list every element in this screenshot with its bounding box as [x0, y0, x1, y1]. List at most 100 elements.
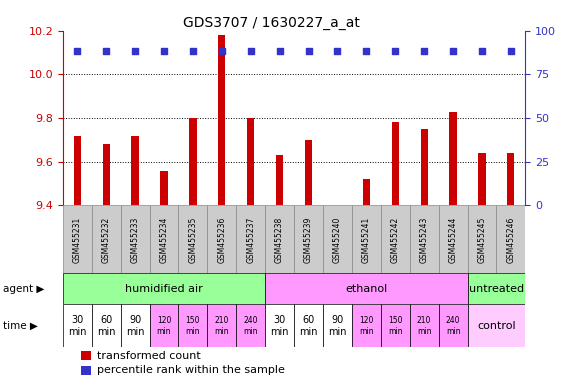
Text: transformed count: transformed count: [98, 351, 201, 361]
Bar: [160, 170, 168, 205]
Point: [477, 48, 486, 55]
Bar: [468, 273, 525, 305]
Bar: [439, 205, 468, 273]
Text: GSM455232: GSM455232: [102, 216, 111, 263]
Bar: [265, 305, 294, 347]
Text: GSM455231: GSM455231: [73, 216, 82, 263]
Bar: [410, 205, 439, 273]
Point: [188, 48, 198, 55]
Bar: [507, 153, 514, 205]
Bar: [265, 205, 294, 273]
Bar: [305, 140, 312, 205]
Text: GSM455236: GSM455236: [218, 216, 226, 263]
Text: GSM455242: GSM455242: [391, 216, 400, 263]
Bar: [478, 153, 485, 205]
Bar: [189, 118, 196, 205]
Bar: [439, 305, 468, 347]
Text: time ▶: time ▶: [3, 321, 38, 331]
Bar: [178, 205, 207, 273]
Bar: [449, 111, 457, 205]
Bar: [381, 305, 410, 347]
Text: 150
min: 150 min: [186, 316, 200, 336]
Text: percentile rank within the sample: percentile rank within the sample: [98, 365, 286, 375]
Bar: [92, 205, 120, 273]
Point: [362, 48, 371, 55]
Text: GSM455233: GSM455233: [131, 216, 139, 263]
Bar: [92, 305, 120, 347]
Point: [217, 48, 226, 55]
Bar: [150, 205, 179, 273]
Bar: [352, 305, 381, 347]
Bar: [63, 273, 265, 305]
Bar: [74, 136, 81, 205]
Point: [333, 48, 342, 55]
Bar: [178, 305, 207, 347]
Point: [73, 48, 82, 55]
Point: [304, 48, 313, 55]
Bar: [392, 122, 399, 205]
Bar: [207, 205, 236, 273]
Title: GDS3707 / 1630227_a_at: GDS3707 / 1630227_a_at: [183, 16, 359, 30]
Text: 60
min: 60 min: [299, 315, 318, 337]
Text: 210
min: 210 min: [417, 316, 432, 336]
Text: 150
min: 150 min: [388, 316, 403, 336]
Point: [159, 48, 168, 55]
Bar: [63, 305, 92, 347]
Bar: [120, 205, 150, 273]
Bar: [81, 351, 91, 360]
Bar: [410, 305, 439, 347]
Point: [448, 48, 457, 55]
Text: GSM455241: GSM455241: [362, 216, 371, 263]
Text: 240
min: 240 min: [446, 316, 460, 336]
Text: 30
min: 30 min: [68, 315, 87, 337]
Bar: [207, 305, 236, 347]
Point: [102, 48, 111, 55]
Point: [391, 48, 400, 55]
Bar: [63, 205, 92, 273]
Bar: [381, 205, 410, 273]
Text: 210
min: 210 min: [215, 316, 229, 336]
Bar: [236, 205, 265, 273]
Bar: [468, 305, 525, 347]
Text: 240
min: 240 min: [243, 316, 258, 336]
Bar: [218, 35, 226, 205]
Text: GSM455235: GSM455235: [188, 216, 198, 263]
Text: 120
min: 120 min: [359, 316, 373, 336]
Text: GSM455246: GSM455246: [506, 216, 516, 263]
Text: 120
min: 120 min: [156, 316, 171, 336]
Bar: [496, 205, 525, 273]
Point: [506, 48, 516, 55]
Bar: [150, 305, 179, 347]
Text: ethanol: ethanol: [345, 284, 388, 294]
Text: GSM455234: GSM455234: [159, 216, 168, 263]
Bar: [236, 305, 265, 347]
Bar: [81, 366, 91, 375]
Text: 60
min: 60 min: [97, 315, 115, 337]
Bar: [294, 205, 323, 273]
Bar: [468, 205, 496, 273]
Point: [131, 48, 140, 55]
Bar: [276, 155, 283, 205]
Text: GSM455244: GSM455244: [449, 216, 457, 263]
Bar: [323, 305, 352, 347]
Text: GSM455237: GSM455237: [246, 216, 255, 263]
Text: 90
min: 90 min: [126, 315, 144, 337]
Bar: [103, 144, 110, 205]
Bar: [363, 179, 370, 205]
Bar: [352, 205, 381, 273]
Bar: [247, 118, 254, 205]
Bar: [420, 129, 428, 205]
Point: [420, 48, 429, 55]
Bar: [323, 205, 352, 273]
Text: 30
min: 30 min: [270, 315, 289, 337]
Text: agent ▶: agent ▶: [3, 284, 44, 294]
Bar: [265, 273, 468, 305]
Text: GSM455243: GSM455243: [420, 216, 429, 263]
Bar: [131, 136, 139, 205]
Text: GSM455238: GSM455238: [275, 216, 284, 263]
Text: humidified air: humidified air: [125, 284, 203, 294]
Text: untreated: untreated: [469, 284, 524, 294]
Text: GSM455245: GSM455245: [477, 216, 486, 263]
Point: [246, 48, 255, 55]
Text: control: control: [477, 321, 516, 331]
